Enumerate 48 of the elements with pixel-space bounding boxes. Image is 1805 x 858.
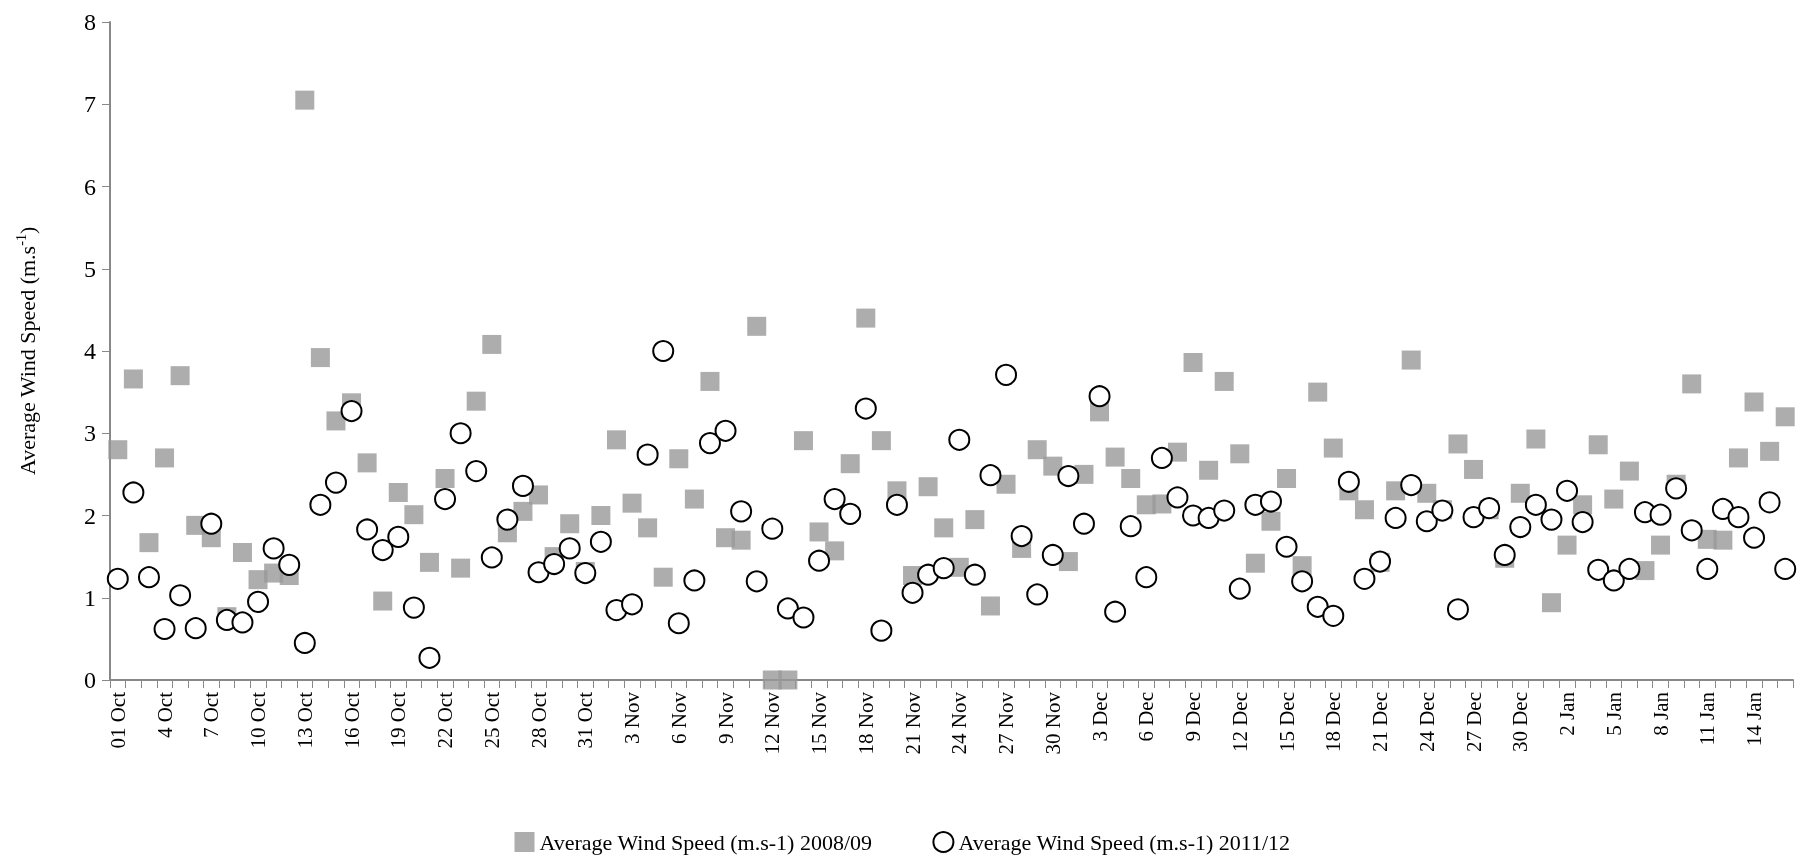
y-tick-label: 8 — [84, 9, 96, 35]
y-tick-label: 5 — [84, 255, 96, 282]
x-tick-label: 16 Oct — [339, 691, 364, 749]
x-tick-label: 13 Oct — [292, 691, 317, 749]
x-tick-label: 2 Jan — [1555, 691, 1580, 736]
x-tick-label: 22 Oct — [433, 691, 458, 749]
x-tick-label: 27 Dec — [1461, 692, 1486, 753]
x-tick-label: 25 Oct — [479, 691, 504, 749]
legend-label: Average Wind Speed (m.s-1) 2008/09 — [539, 829, 873, 855]
x-tick-label: 4 Oct — [152, 691, 177, 739]
x-tick-label: 30 Nov — [1040, 691, 1065, 755]
x-tick-label: 6 Nov — [666, 691, 691, 744]
x-tick-label: 3 Nov — [620, 691, 645, 744]
y-tick-label: 4 — [84, 338, 96, 364]
x-tick-label: 24 Nov — [947, 691, 972, 755]
y-tick-label: 0 — [84, 667, 96, 693]
x-tick-label: 21 Dec — [1368, 692, 1393, 753]
y-axis-title: Average Wind Speed (m.s-1) — [13, 226, 40, 476]
x-tick-label: 14 Jan — [1742, 691, 1767, 747]
x-tick-label: 27 Nov — [994, 691, 1019, 755]
x-tick-label: 30 Dec — [1508, 692, 1533, 753]
y-tick-label: 1 — [84, 584, 96, 611]
y-tick-label: 2 — [84, 502, 96, 529]
legend-label: Average Wind Speed (m.s-1) 2011/12 — [958, 829, 1291, 855]
x-tick-label: 01 Oct — [105, 691, 130, 749]
y-tick-label: 6 — [84, 173, 96, 200]
y-tick-label: 3 — [84, 420, 96, 447]
x-tick-label: 24 Dec — [1414, 692, 1439, 753]
x-tick-label: 15 Nov — [807, 691, 832, 755]
x-tick-label: 18 Dec — [1321, 692, 1346, 753]
x-tick-label: 8 Jan — [1648, 691, 1673, 736]
x-tick-label: 31 Oct — [573, 691, 598, 749]
x-tick-label: 19 Oct — [386, 691, 411, 749]
x-tick-label: 9 Dec — [1181, 692, 1206, 742]
x-tick-label: 12 Nov — [760, 691, 785, 755]
x-tick-label: 15 Dec — [1274, 692, 1299, 753]
x-tick-label: 28 Oct — [526, 691, 551, 749]
x-tick-label: 6 Dec — [1134, 692, 1159, 742]
y-tick-label: 7 — [84, 91, 96, 118]
x-tick-label: 10 Oct — [246, 691, 271, 749]
x-tick-label: 12 Dec — [1227, 692, 1252, 753]
x-tick-label: 5 Jan — [1601, 691, 1626, 736]
x-tick-label: 3 Dec — [1087, 692, 1112, 742]
x-tick-label: 9 Nov — [713, 691, 738, 744]
x-tick-label: 18 Nov — [853, 691, 878, 755]
x-tick-label: 7 Oct — [199, 691, 224, 739]
x-tick-label: 11 Jan — [1695, 691, 1720, 746]
x-tick-label: 21 Nov — [900, 691, 925, 755]
